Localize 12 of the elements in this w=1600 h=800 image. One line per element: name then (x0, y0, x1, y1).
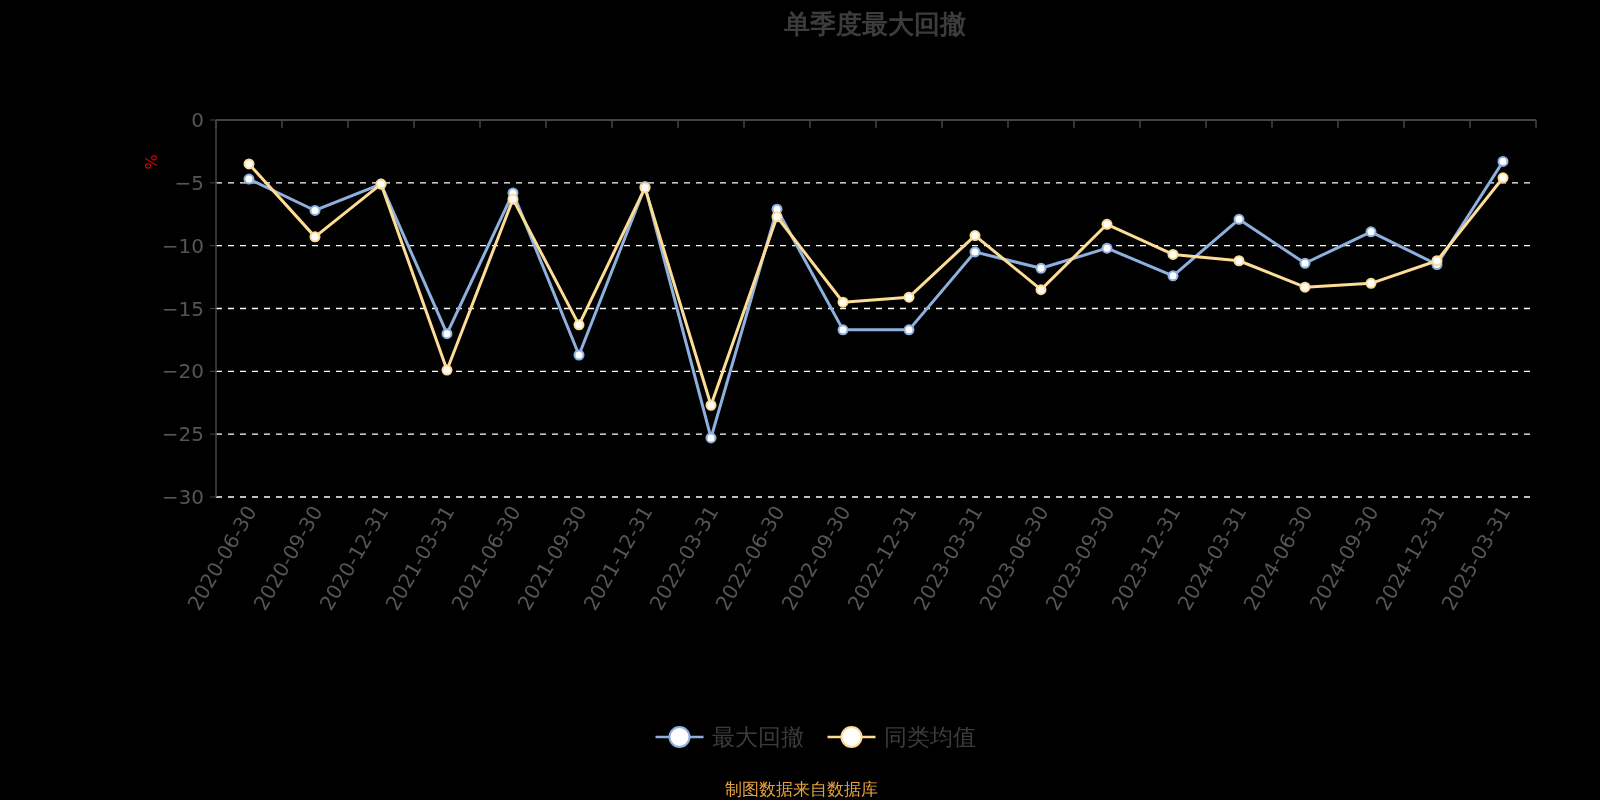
text: 制图数据来自数据库 (724, 779, 878, 799)
legend-label: 最大回撤 (711, 724, 804, 750)
y-tick-label: −10 (161, 233, 204, 258)
y-axis-title: % (142, 154, 161, 170)
legend-label: 同类均值 (883, 724, 976, 750)
y-tick-label: −30 (161, 485, 204, 509)
y-tick-label: −5 (174, 170, 204, 195)
y-tick-label: −15 (161, 296, 204, 321)
chart-title: 单季度最大回撤 (783, 9, 966, 39)
y-tick-label: −25 (161, 422, 204, 447)
y-tick-label: −20 (161, 359, 204, 384)
y-tick-label: 0 (191, 108, 204, 132)
